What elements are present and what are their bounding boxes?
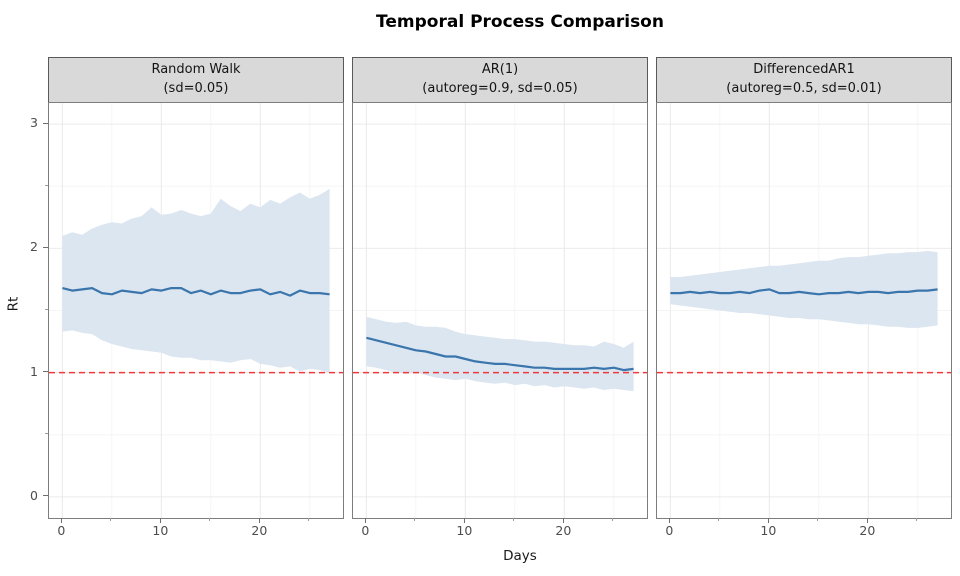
tick-label: 10 [152, 523, 169, 538]
tick-mark [562, 518, 564, 523]
tick-mark [668, 518, 670, 523]
tick-mark [110, 518, 112, 521]
tick-mark [866, 518, 868, 523]
tick-label: 20 [251, 523, 268, 538]
facet-title: Random Walk [151, 62, 241, 77]
x-axis-label: Days [503, 548, 537, 564]
tick-mark [45, 433, 48, 435]
tick-mark [817, 518, 819, 521]
tick-mark [45, 184, 48, 186]
plot-area-random-walk [48, 102, 344, 519]
tick-mark [463, 518, 465, 523]
chart-title: Temporal Process Comparison [376, 12, 664, 32]
credible-band [366, 316, 634, 392]
tick-label: 0 [30, 487, 38, 503]
facet-strip-random-walk: Random Walk (sd=0.05) [48, 57, 344, 104]
facet-title: DifferencedAR1 [753, 62, 855, 77]
tick-label: 20 [859, 523, 876, 538]
facet-subtitle: (autoreg=0.5, sd=0.01) [726, 81, 882, 96]
tick-mark [60, 518, 62, 523]
tick-label: 3 [30, 115, 38, 131]
credible-band [62, 188, 330, 373]
tick-label: 10 [456, 523, 473, 538]
mean-line [670, 288, 938, 296]
tick-mark [159, 518, 161, 523]
mean-line [366, 336, 634, 372]
tick-label: 20 [555, 523, 572, 538]
tick-mark [258, 518, 260, 523]
tick-mark [414, 518, 416, 521]
tick-mark [209, 518, 211, 521]
facet-strip-differenced-ar1: DifferencedAR1 (autoreg=0.5, sd=0.01) [656, 57, 952, 104]
tick-mark [718, 518, 720, 521]
facet-title: AR(1) [481, 62, 519, 77]
tick-mark [364, 518, 366, 523]
facet-strip-ar1: AR(1) (autoreg=0.9, sd=0.05) [352, 57, 648, 104]
mean-line [62, 287, 330, 297]
tick-label: 10 [760, 523, 777, 538]
tick-mark [43, 246, 48, 248]
plot-area-differenced-ar1 [656, 102, 952, 519]
tick-mark [43, 371, 48, 373]
tick-mark [45, 309, 48, 310]
tick-label: 2 [30, 239, 38, 255]
tick-label: 0 [361, 523, 370, 538]
tick-mark [43, 122, 48, 124]
tick-mark [612, 518, 614, 521]
tick-mark [308, 518, 310, 521]
facet-subtitle: (autoreg=0.9, sd=0.05) [422, 81, 578, 96]
y-axis-label: Rt [5, 296, 22, 312]
tick-label: 0 [665, 523, 674, 538]
facet-subtitle: (sd=0.05) [163, 81, 229, 96]
plot-area-ar1 [352, 102, 648, 519]
tick-mark [513, 518, 515, 521]
tick-mark [767, 518, 769, 523]
tick-label: 1 [30, 363, 38, 379]
tick-mark [916, 518, 918, 521]
tick-mark [43, 495, 48, 497]
tick-label: 0 [57, 523, 66, 538]
credible-band [670, 250, 938, 328]
